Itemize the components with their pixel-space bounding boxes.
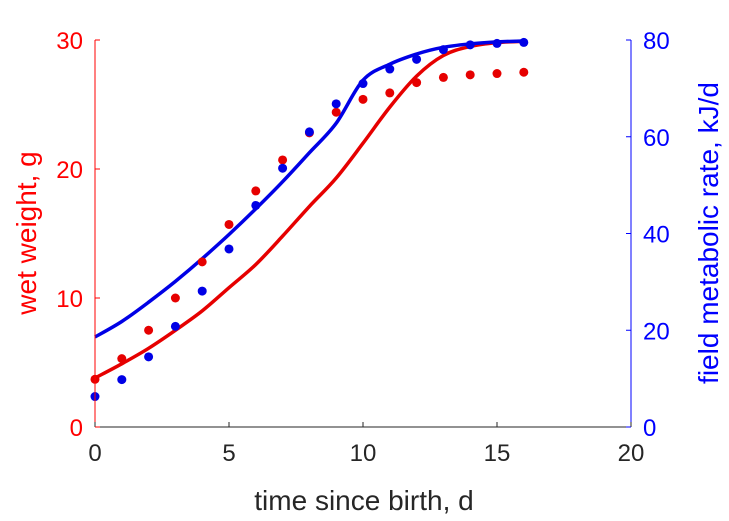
x-axis-label: time since birth, d [254, 485, 473, 516]
wet-weight-point [251, 186, 261, 196]
metabolic-rate-point [278, 163, 288, 173]
right-tick-label: 80 [643, 28, 670, 55]
x-tick-label: 15 [484, 440, 511, 467]
x-tick-label: 10 [350, 440, 377, 467]
metabolic-rate-point [492, 38, 502, 48]
metabolic-rate-point [144, 352, 154, 362]
wet-weight-point [170, 293, 180, 303]
left-axis-label: wet weight, g [11, 151, 42, 315]
x-tick-label: 20 [618, 440, 645, 467]
wet-weight-point [519, 67, 529, 77]
metabolic-rate-point [331, 99, 341, 109]
metabolic-rate-point [465, 40, 475, 50]
right-tick-label: 40 [643, 222, 670, 249]
left-axis-ticks: 0 10 20 30 [56, 28, 100, 442]
right-axis-label: field metabolic rate, kJ/d [693, 82, 724, 384]
metabolic-rate-point [358, 79, 368, 89]
wet-weight-point [117, 354, 127, 364]
wet-weight-point [385, 88, 395, 98]
wet-weight-point [492, 69, 502, 79]
wet-weight-model-line [94, 39, 524, 380]
metabolic-rate-point [224, 244, 234, 254]
wet-weight-point [331, 107, 341, 117]
wet-weight-point [278, 155, 288, 165]
wet-weight-point [358, 94, 368, 104]
right-axis-ticks: 0 20 40 60 80 [626, 28, 670, 442]
left-tick-label: 20 [56, 157, 83, 184]
metabolic-rate-point [170, 321, 180, 331]
right-tick-label: 20 [643, 318, 670, 345]
metabolic-rate-point [304, 127, 314, 137]
left-tick-label: 10 [56, 286, 83, 313]
wet-weight-point [197, 257, 207, 267]
series-layer [90, 37, 529, 402]
metabolic-rate-point [438, 45, 448, 55]
metabolic-rate-point [412, 54, 422, 64]
wet-weight-point [438, 72, 448, 82]
metabolic-rate-model-line [94, 39, 524, 339]
wet-weight-point [412, 78, 422, 88]
right-tick-label: 60 [643, 125, 670, 152]
left-tick-label: 30 [56, 28, 83, 55]
left-tick-label: 0 [70, 415, 83, 442]
metabolic-rate-point [519, 37, 529, 47]
right-tick-label: 0 [643, 415, 656, 442]
metabolic-rate-point [197, 286, 207, 296]
x-tick-label: 0 [88, 440, 101, 467]
x-axis-ticks: 0 5 10 15 20 [88, 422, 644, 467]
wet-weight-point [465, 70, 475, 80]
wet-weight-point [224, 219, 234, 229]
metabolic-rate-point [117, 375, 127, 385]
x-tick-label: 5 [222, 440, 235, 467]
metabolic-rate-point [251, 200, 261, 210]
metabolic-rate-point [385, 64, 395, 74]
wet-weight-point [144, 325, 154, 335]
